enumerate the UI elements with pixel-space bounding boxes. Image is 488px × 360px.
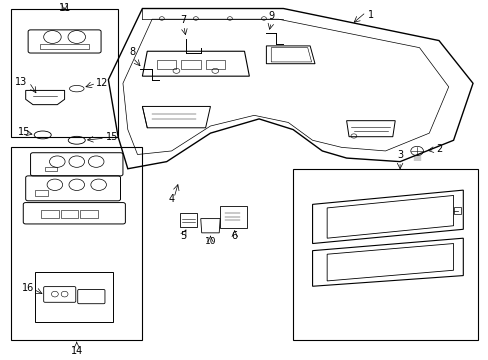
- Bar: [41, 210, 59, 217]
- Bar: [157, 60, 176, 69]
- Text: 14: 14: [70, 346, 82, 356]
- Text: 15: 15: [106, 132, 118, 143]
- Text: 1: 1: [367, 10, 373, 20]
- Bar: [40, 45, 89, 49]
- Bar: [61, 210, 78, 217]
- Bar: [292, 169, 477, 340]
- Bar: [11, 9, 118, 137]
- Bar: [11, 147, 142, 340]
- Text: 15: 15: [19, 127, 31, 138]
- Bar: [35, 272, 113, 322]
- Bar: [45, 167, 57, 171]
- Text: 10: 10: [204, 237, 216, 246]
- Text: 7: 7: [180, 14, 186, 24]
- Bar: [35, 190, 47, 196]
- Bar: [180, 212, 197, 227]
- Text: 8: 8: [129, 46, 136, 57]
- Bar: [453, 207, 460, 214]
- Text: 12: 12: [96, 77, 108, 87]
- Bar: [205, 60, 224, 69]
- Bar: [181, 60, 201, 69]
- Text: 5: 5: [180, 231, 186, 242]
- Text: 9: 9: [267, 11, 274, 21]
- Text: 2: 2: [436, 144, 442, 154]
- Text: 6: 6: [231, 231, 237, 242]
- Bar: [80, 210, 98, 217]
- Text: 4: 4: [168, 194, 174, 204]
- Text: 11: 11: [59, 3, 71, 13]
- Text: 13: 13: [15, 77, 27, 86]
- Text: 3: 3: [396, 150, 402, 160]
- Text: 16: 16: [22, 283, 34, 293]
